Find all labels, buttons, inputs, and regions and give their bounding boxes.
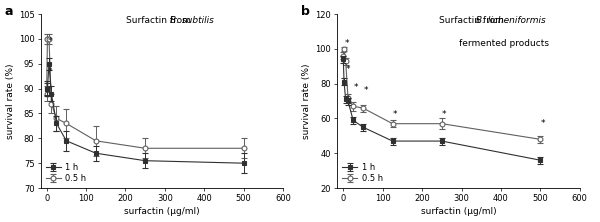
Text: *: * [346,65,350,74]
Text: a: a [4,5,13,18]
Legend: 1 h, 0.5 h: 1 h, 0.5 h [45,162,87,184]
Text: *: * [442,111,447,119]
Text: Surfactin from: Surfactin from [439,16,507,25]
X-axis label: surfactin (μg/ml): surfactin (μg/ml) [124,207,200,216]
Text: fermented products: fermented products [458,39,548,48]
Legend: 1 h, 0.5 h: 1 h, 0.5 h [341,162,383,184]
Text: Surfactin from: Surfactin from [125,16,193,25]
Text: B. subtilis: B. subtilis [170,16,214,25]
Text: *: * [393,111,397,119]
Text: *: * [364,86,368,95]
Y-axis label: survival rate (%): survival rate (%) [302,63,311,139]
Text: *: * [48,67,53,76]
Text: *: * [344,39,349,48]
Text: *: * [353,83,358,92]
Text: *: * [541,119,545,128]
Text: B. licheniformis: B. licheniformis [476,16,545,25]
Text: b: b [301,5,310,18]
X-axis label: surfactin (μg/ml): surfactin (μg/ml) [421,207,496,216]
Y-axis label: survival rate (%): survival rate (%) [5,63,14,139]
Text: Surfactin from B. licheniformis: Surfactin from B. licheniformis [439,16,577,25]
Text: *: * [48,37,53,46]
